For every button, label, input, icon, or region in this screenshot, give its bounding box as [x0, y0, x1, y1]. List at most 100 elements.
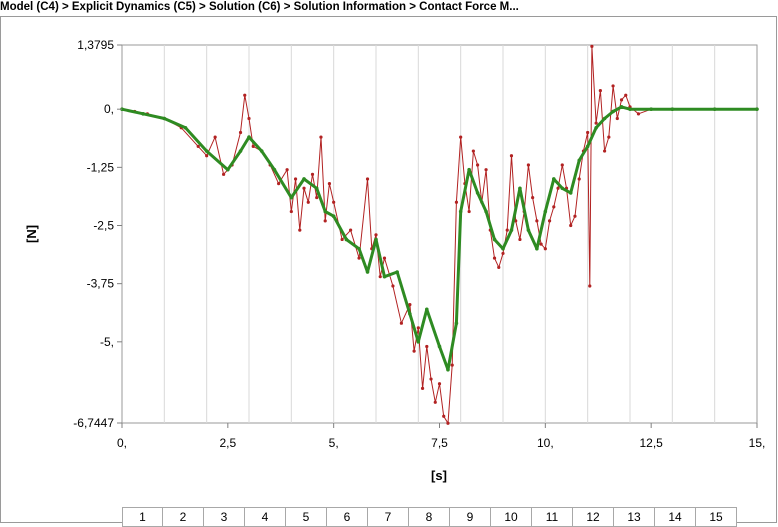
track-cell-15[interactable]: 15	[696, 507, 737, 527]
data-point-smoothed	[568, 191, 573, 195]
data-point-raw	[243, 93, 247, 97]
data-point-raw	[497, 265, 501, 269]
data-point-raw	[547, 219, 552, 223]
data-point-raw	[556, 186, 560, 190]
data-point-raw	[306, 200, 310, 204]
data-point-raw	[454, 200, 459, 204]
contact-force-chart: 0, 2,5 5, 7,5 10, 12,5 15, 1,3795 0, -1,25 -2,5 -3,…	[24, 38, 765, 483]
data-point-raw	[539, 242, 543, 246]
track-cell-2[interactable]: 2	[163, 507, 204, 527]
data-point-raw	[442, 414, 446, 418]
data-point-smoothed	[314, 186, 319, 191]
data-point-smoothed	[712, 107, 717, 111]
data-point-smoothed	[602, 116, 607, 121]
data-point-smoothed	[458, 209, 463, 214]
data-point-raw	[509, 154, 514, 158]
data-point-smoothed	[141, 112, 145, 116]
track-cell-3[interactable]: 3	[204, 507, 245, 527]
data-point-raw	[598, 88, 602, 93]
data-point-raw	[603, 149, 607, 153]
data-point-raw	[391, 284, 395, 288]
track-cell-7[interactable]: 7	[368, 507, 409, 527]
data-point-smoothed	[501, 246, 505, 251]
data-point-smoothed	[183, 125, 188, 130]
data-point-smoothed	[365, 270, 370, 274]
data-point-raw	[450, 363, 454, 367]
data-point-raw	[285, 168, 289, 172]
data-point-smoothed	[259, 149, 264, 153]
data-point-smoothed	[585, 144, 590, 149]
data-point-raw	[357, 256, 361, 260]
track-strip: 1 2 3 4 5 6 7 8 9 10 11 12 13 14 15	[122, 507, 737, 527]
track-cell-4[interactable]: 4	[245, 507, 286, 527]
data-point-raw	[196, 144, 200, 149]
data-point-raw	[526, 163, 531, 167]
data-point-raw	[399, 321, 403, 325]
data-point-smoothed	[492, 237, 497, 242]
track-cell-14[interactable]: 14	[655, 507, 696, 527]
chart-panel: 0, 2,5 5, 7,5 10, 12,5 15, 1,3795 0, -1,25 -2,5 -3,…	[0, 16, 777, 527]
data-point-smoothed	[382, 274, 387, 279]
data-point-smoothed	[594, 125, 598, 130]
data-point-raw	[437, 382, 442, 386]
data-point-smoothed	[475, 191, 480, 195]
data-point-raw	[429, 377, 433, 381]
data-point-raw	[573, 214, 577, 218]
data-point-raw	[247, 116, 251, 121]
data-point-raw	[459, 135, 463, 139]
data-point-raw	[615, 116, 619, 121]
track-cell-1[interactable]: 1	[122, 507, 163, 527]
data-point-smoothed	[484, 209, 488, 214]
data-point-raw	[323, 219, 327, 223]
y-tick-label: 0,	[104, 102, 114, 116]
series-layer	[120, 44, 759, 425]
data-point-raw	[238, 130, 243, 135]
track-cell-5[interactable]: 5	[286, 507, 327, 527]
x-tick-label: 0,	[117, 436, 127, 450]
data-point-raw	[619, 98, 624, 102]
data-point-raw	[484, 168, 488, 172]
y-tick-label: -2,5	[93, 219, 114, 233]
data-point-raw	[408, 303, 412, 307]
data-point-raw	[535, 219, 539, 223]
data-point-raw	[416, 326, 420, 330]
x-tick-label: 7,5	[431, 436, 448, 450]
track-cell-8[interactable]: 8	[409, 507, 450, 527]
data-point-raw	[310, 172, 315, 176]
plot-area	[121, 44, 758, 424]
data-point-raw	[433, 400, 437, 404]
data-point-smoothed	[628, 107, 632, 111]
track-cell-10[interactable]: 10	[491, 507, 532, 527]
track-cell-6[interactable]: 6	[327, 507, 368, 527]
data-point-raw	[588, 284, 592, 288]
data-point-raw	[505, 228, 509, 232]
data-point-smoothed	[437, 344, 442, 349]
data-point-raw	[420, 386, 425, 390]
breadcrumb: Model (C4) > Explicit Dynamics (C5) > So…	[0, 1, 519, 13]
data-point-raw	[349, 228, 353, 232]
track-cell-13[interactable]: 13	[614, 507, 655, 527]
data-point-smoothed	[226, 167, 230, 172]
data-point-smoothed	[535, 246, 539, 251]
data-point-raw	[636, 112, 641, 116]
data-point-raw	[302, 186, 306, 190]
track-cell-9[interactable]: 9	[450, 507, 491, 527]
data-point-raw	[412, 349, 416, 353]
x-tick-label: 2,5	[219, 436, 236, 450]
data-point-smoothed	[755, 107, 759, 111]
y-tick-label: 1,3795	[77, 38, 114, 52]
data-point-smoothed	[526, 228, 531, 232]
data-point-raw	[293, 177, 298, 181]
data-point-smoothed	[302, 177, 306, 181]
data-point-raw	[531, 195, 535, 200]
x-tick-label: 12,5	[639, 436, 663, 450]
y-tick-label: -1,25	[87, 160, 115, 174]
track-cell-12[interactable]: 12	[573, 507, 614, 527]
track-cell-11[interactable]: 11	[532, 507, 573, 527]
data-point-raw	[611, 84, 615, 88]
data-point-raw	[378, 275, 382, 279]
data-point-raw	[446, 421, 450, 425]
data-point-smoothed	[344, 237, 349, 242]
data-point-smoothed	[238, 149, 243, 153]
data-point-smoothed	[552, 177, 556, 181]
